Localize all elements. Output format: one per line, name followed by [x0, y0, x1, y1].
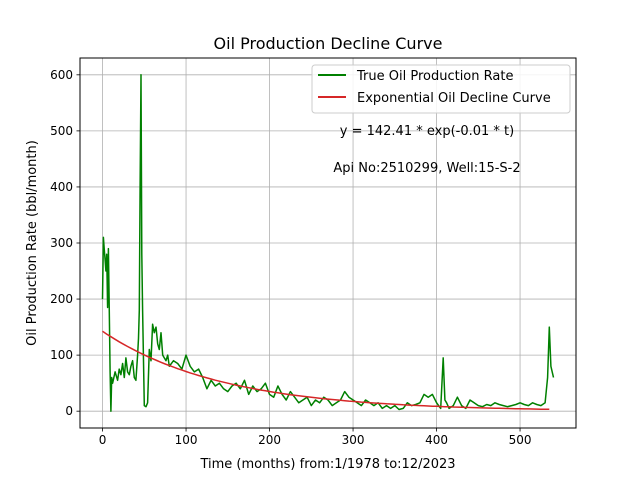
equation-annotation: y = 142.41 * exp(-0.01 * t): [340, 124, 514, 139]
series-true-rate-line: [101, 74, 555, 412]
legend-label-decline-curve: Exponential Oil Decline Curve: [357, 91, 551, 106]
plot-frame: [79, 57, 577, 429]
y-tick-label: 0: [65, 404, 73, 418]
series-group: [101, 74, 555, 412]
x-tick-label: 0: [99, 433, 107, 447]
x-axis-label: Time (months) from:1/1978 to:12/2023: [199, 457, 455, 472]
x-tick-label: 500: [509, 433, 532, 447]
x-tick-label: 200: [258, 433, 281, 447]
legend-box: [311, 64, 571, 114]
y-tick-label: 100: [50, 348, 73, 362]
y-tick-label: 500: [50, 124, 73, 138]
x-tick-label: 300: [342, 433, 365, 447]
y-axis-label: Oil Production Rate (bbl/month): [25, 140, 40, 346]
well-annotation: Api No:2510299, Well:15-S-2: [333, 161, 520, 176]
y-tick-label: 200: [50, 292, 73, 306]
legend-label-true-rate: True Oil Production Rate: [356, 69, 513, 84]
chart-title: Oil Production Decline Curve: [214, 34, 443, 53]
y-tick-label: 300: [50, 236, 73, 250]
series-decline-curve-line: [102, 330, 550, 411]
y-tick-label: 600: [50, 68, 73, 82]
x-axis-ticks: 0 100 200 300 400 500: [99, 428, 532, 447]
x-tick-label: 100: [175, 433, 198, 447]
y-tick-label: 400: [50, 180, 73, 194]
x-tick-label: 400: [425, 433, 448, 447]
legend: True Oil Production Rate Exponential Oil…: [311, 64, 571, 114]
y-axis-ticks: 0 100 200 300 400 500 600: [50, 68, 80, 418]
